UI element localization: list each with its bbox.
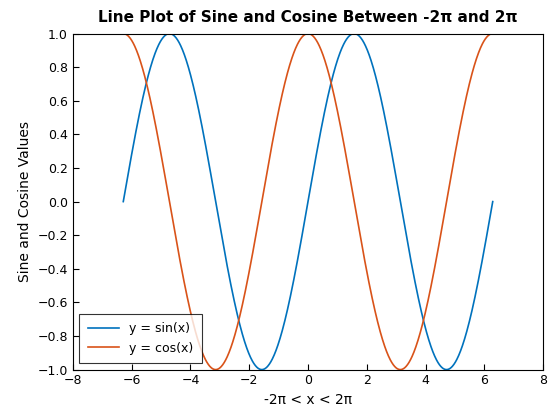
- y = sin(x): [408, 262, 415, 268]
- y = sin(x): [489, 199, 496, 204]
- y = sin(x): [415, 296, 422, 301]
- y = sin(x): [120, 199, 127, 204]
- y = cos(x): [120, 31, 127, 36]
- y = sin(x): [443, 367, 450, 372]
- y = sin(x): [374, 81, 381, 86]
- y = cos(x): [212, 367, 219, 372]
- Line: y = cos(x): y = cos(x): [123, 34, 493, 370]
- y = cos(x): [283, 75, 290, 80]
- y = cos(x): [415, 336, 422, 341]
- y = sin(x): [283, 312, 290, 317]
- y = cos(x): [157, 151, 164, 156]
- Y-axis label: Sine and Cosine Values: Sine and Cosine Values: [18, 121, 32, 282]
- X-axis label: -2π < x < 2π: -2π < x < 2π: [264, 393, 352, 407]
- y = sin(x): [270, 355, 277, 360]
- Legend: y = sin(x), y = cos(x): y = sin(x), y = cos(x): [79, 314, 202, 363]
- Line: y = sin(x): y = sin(x): [123, 34, 493, 370]
- y = sin(x): [157, 38, 164, 43]
- y = cos(x): [489, 31, 496, 36]
- y = cos(x): [374, 318, 381, 323]
- y = cos(x): [270, 136, 277, 142]
- y = cos(x): [408, 354, 415, 360]
- Title: Line Plot of Sine and Cosine Between -2π and 2π: Line Plot of Sine and Cosine Between -2π…: [98, 10, 518, 26]
- y = sin(x): [166, 31, 173, 36]
